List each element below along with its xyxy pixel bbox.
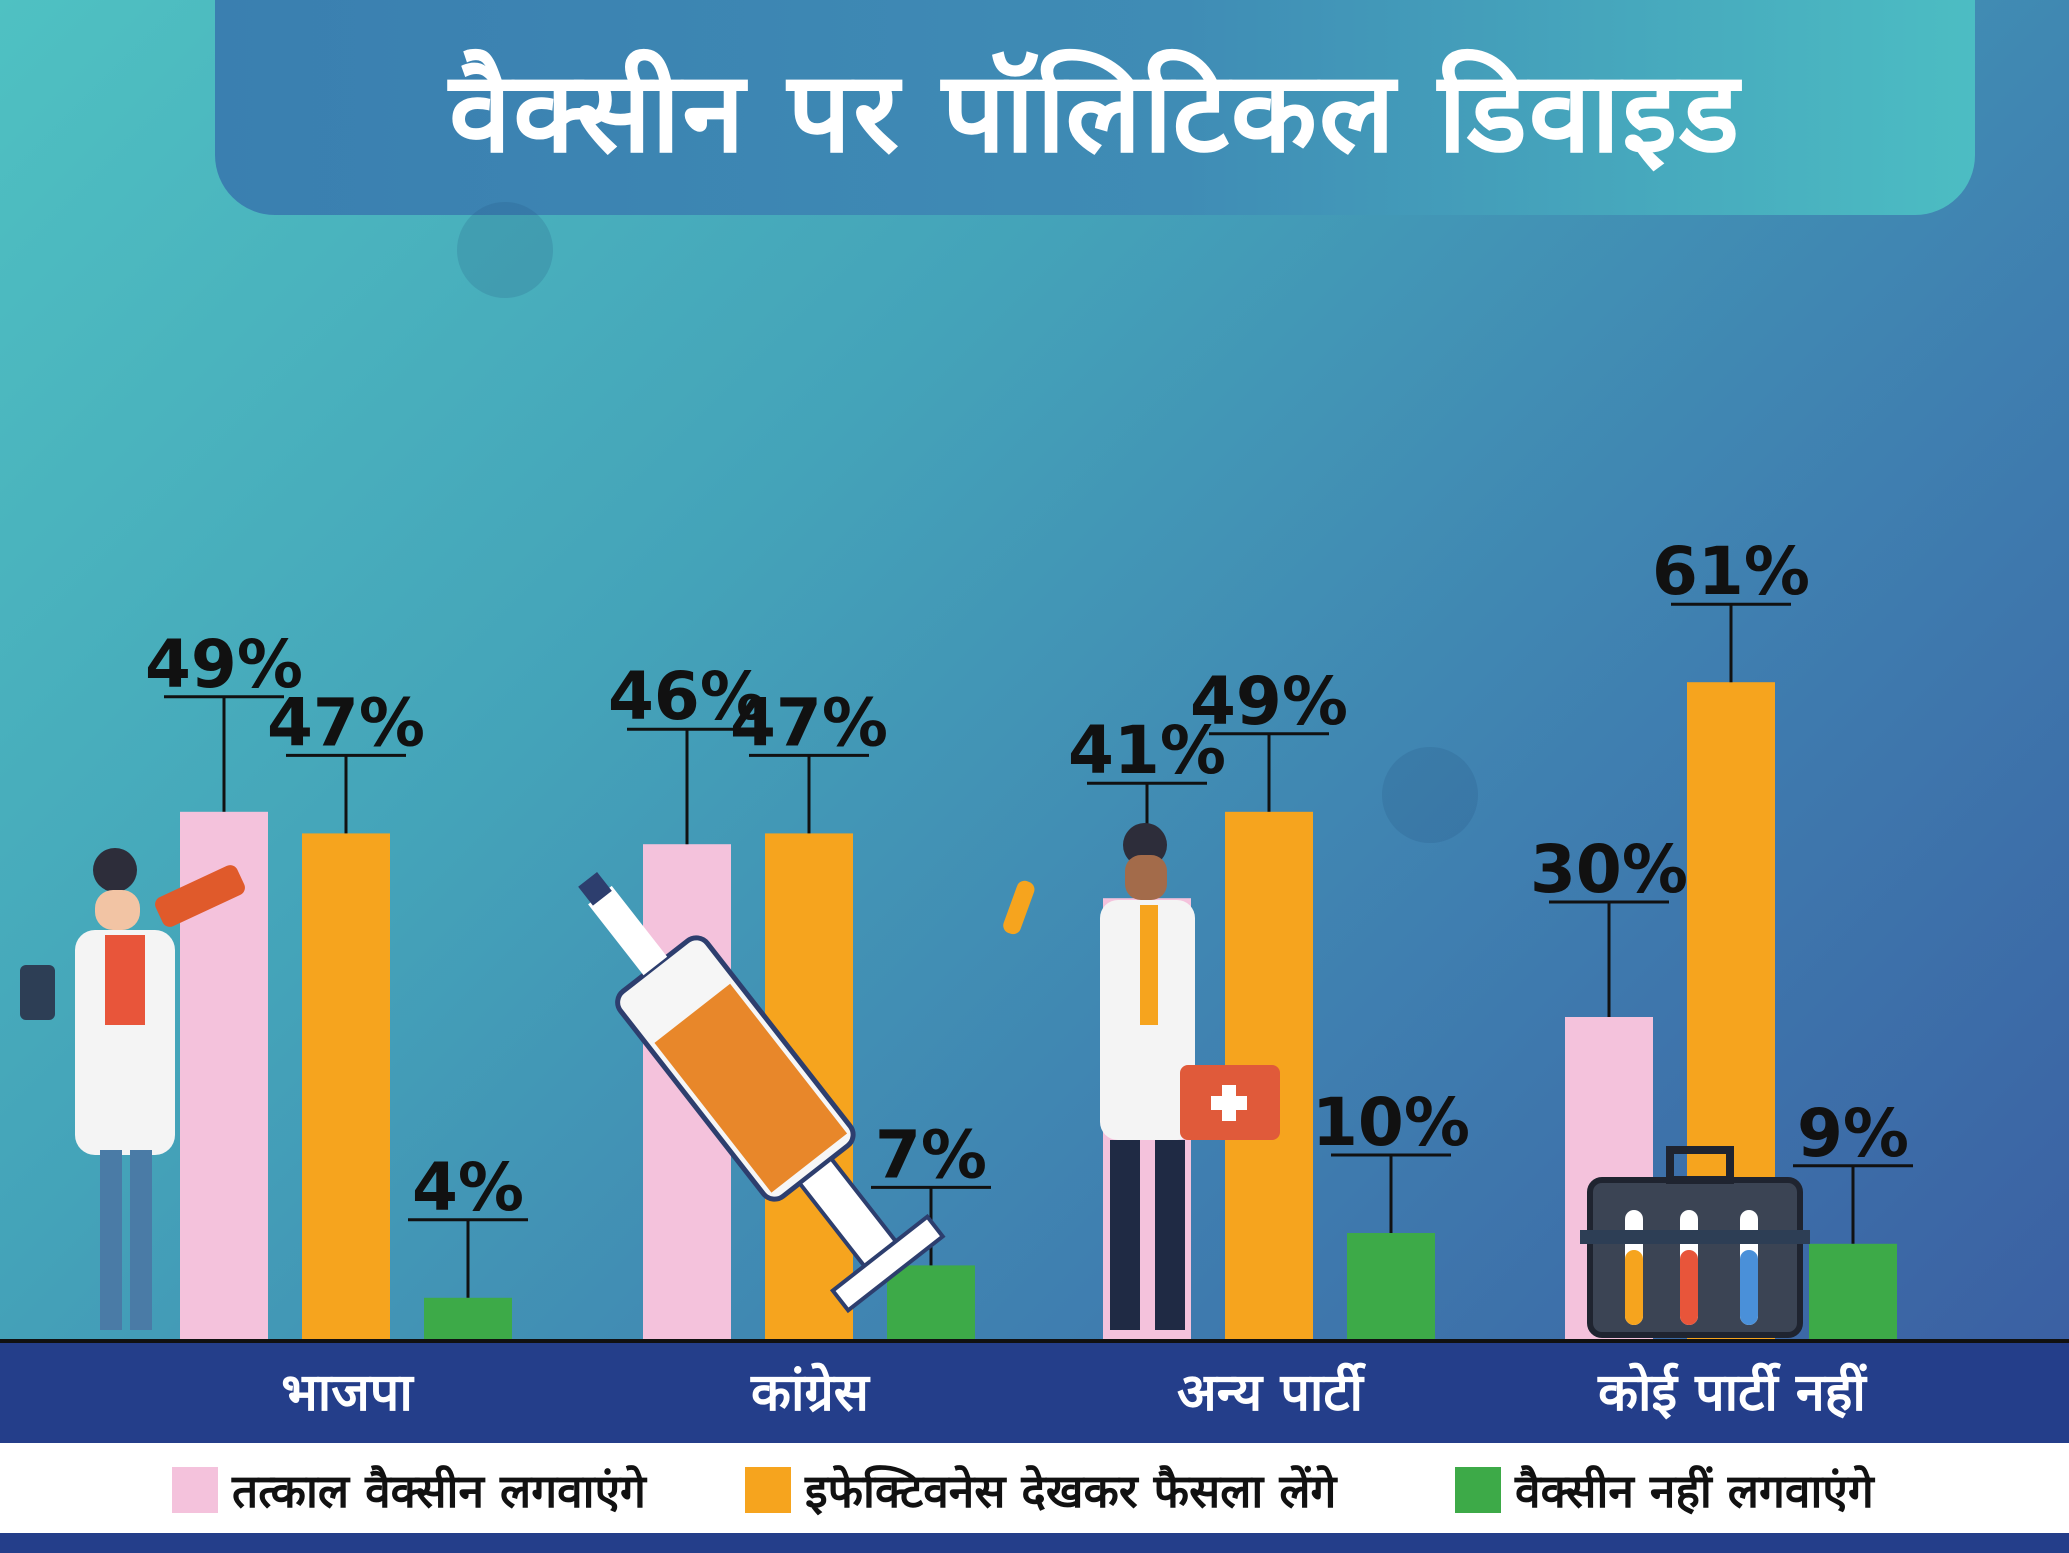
category-band	[0, 1343, 2069, 1443]
legend-label: तत्काल वैक्सीन लगवाएंगे	[232, 1464, 646, 1518]
doctor-with-kit-icon	[1003, 823, 1280, 1330]
legend-bottom-band	[0, 1533, 2069, 1553]
data-label-immediate-1: 46%	[608, 658, 766, 735]
legend-swatch-orange	[745, 1467, 791, 1513]
syringe-icon	[578, 871, 946, 1314]
category-label-no-party: कोई पार्टी नहीं	[1598, 1363, 1866, 1423]
category-label-other-party: अन्य पार्टी	[1176, 1363, 1363, 1423]
category-label-bjp: भाजपा	[281, 1363, 413, 1423]
data-label-no-2: 10%	[1312, 1084, 1470, 1161]
legend-item-wait: इफेक्टिवनेस देखकर फैसला लेंगे	[745, 1464, 1336, 1518]
data-label-immediate-3: 30%	[1530, 831, 1688, 908]
test-tube-case-icon	[1580, 1146, 1810, 1338]
data-label-immediate-2: 41%	[1068, 712, 1226, 789]
legend-swatch-green	[1455, 1467, 1501, 1513]
legend-item-immediate: तत्काल वैक्सीन लगवाएंगे	[172, 1464, 646, 1518]
data-label-wait-1: 47%	[730, 684, 888, 761]
bar-wait-0	[302, 833, 390, 1341]
data-label-wait-0: 47%	[267, 684, 425, 761]
data-label-no-3: 9%	[1797, 1095, 1909, 1172]
bar-chart: 49% 46%41%30%47% 47% 49%61%4% 7% 10% 9%	[0, 202, 2069, 1343]
data-label-no-0: 4%	[412, 1149, 524, 1226]
category-label-congress: कांग्रेस	[751, 1363, 869, 1423]
bar-no-0	[424, 1297, 512, 1341]
legend-label: वैक्सीन नहीं लगवाएंगे	[1515, 1464, 1874, 1518]
bar-no-2	[1347, 1233, 1435, 1341]
data-label-wait-2: 49%	[1190, 663, 1348, 740]
labels-layer: 49% 46%41%30%47% 47% 49%61%4% 7% 10% 9%	[145, 533, 1913, 1298]
chart-title: वैक्सीन पर पॉलिटिकल डिवाइड	[448, 48, 1742, 178]
data-label-no-1: 7%	[875, 1116, 987, 1193]
bar-no-3	[1809, 1243, 1897, 1341]
legend	[0, 1443, 2069, 1533]
legend-label: इफेक्टिवनेस देखकर फैसला लेंगे	[805, 1464, 1337, 1518]
virus-icon	[457, 202, 1478, 843]
legend-item-no: वैक्सीन नहीं लगवाएंगे	[1455, 1464, 1874, 1518]
title-banner: वैक्सीन पर पॉलिटिकल डिवाइड	[215, 0, 1975, 215]
doctor-with-syringe-icon	[20, 848, 245, 1330]
legend-swatch-pink	[172, 1467, 218, 1513]
data-label-wait-3: 61%	[1652, 533, 1810, 610]
data-label-immediate-0: 49%	[145, 626, 303, 703]
bar-no-1	[887, 1265, 975, 1341]
